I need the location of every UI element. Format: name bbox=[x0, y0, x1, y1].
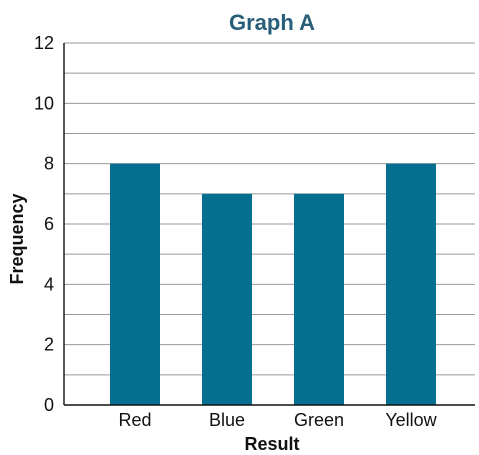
bars bbox=[110, 163, 436, 405]
y-axis-label: Frequency bbox=[7, 193, 27, 284]
y-tick-label: 6 bbox=[44, 214, 54, 234]
x-tick-labels: Red Blue Green Yellow bbox=[118, 410, 437, 430]
y-tick-label: 12 bbox=[34, 33, 54, 53]
x-tick-label-yellow: Yellow bbox=[385, 410, 437, 430]
y-tick-label: 10 bbox=[34, 93, 54, 113]
x-tick-label-red: Red bbox=[118, 410, 151, 430]
y-tick-label: 2 bbox=[44, 335, 54, 355]
x-axis-label: Result bbox=[244, 434, 299, 454]
bar-green bbox=[294, 193, 344, 405]
bar-yellow bbox=[386, 163, 436, 405]
x-tick-label-green: Green bbox=[294, 410, 344, 430]
y-tick-labels: 0 2 4 6 8 10 12 bbox=[34, 33, 54, 415]
chart-title: Graph A bbox=[229, 10, 315, 35]
y-tick-label: 0 bbox=[44, 395, 54, 415]
y-tick-label: 4 bbox=[44, 274, 54, 294]
y-tick-label: 8 bbox=[44, 154, 54, 174]
bar-red bbox=[110, 163, 160, 405]
x-tick-label-blue: Blue bbox=[209, 410, 245, 430]
bar-blue bbox=[202, 193, 252, 405]
